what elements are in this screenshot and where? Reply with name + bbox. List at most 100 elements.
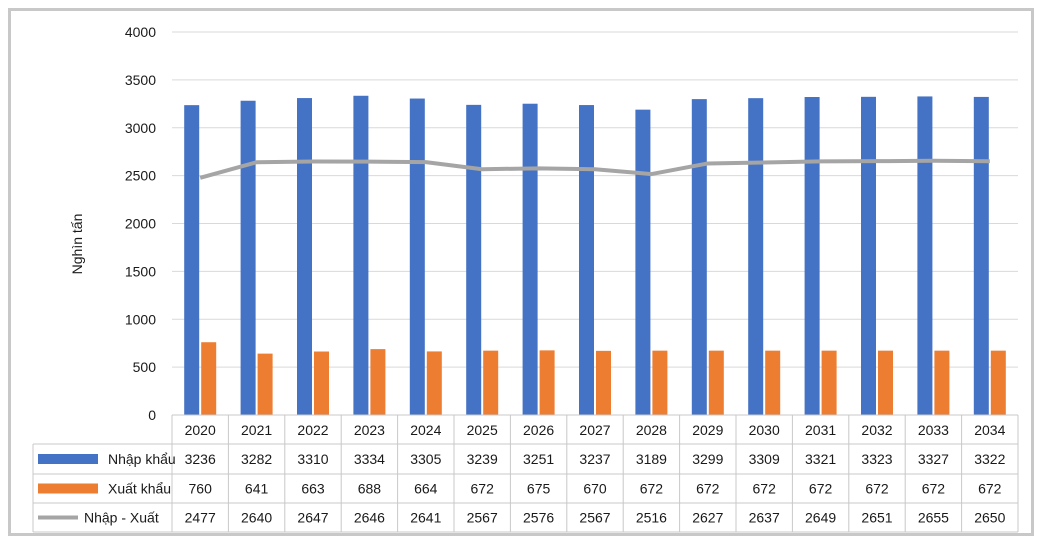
y-tick-label: 500 — [133, 359, 157, 375]
data-label: 672 — [922, 481, 946, 497]
bar-import — [973, 96, 989, 415]
data-label: 672 — [471, 481, 495, 497]
data-label: 2567 — [467, 510, 498, 526]
legend-entry: Nhập - Xuất — [84, 510, 159, 526]
line-series — [199, 158, 990, 180]
data-label: 672 — [696, 481, 720, 497]
data-label: 641 — [245, 481, 269, 497]
data-label: 2647 — [297, 510, 328, 526]
data-label: 2649 — [805, 510, 836, 526]
data-label: 3305 — [410, 451, 441, 467]
legend-key — [38, 454, 98, 464]
bar-import — [691, 99, 707, 415]
y-tick-label: 2000 — [125, 216, 156, 232]
bar-export — [878, 350, 893, 415]
x-tick-label: 2027 — [579, 422, 610, 438]
data-label: 664 — [414, 481, 438, 497]
bar-import — [522, 103, 538, 416]
x-tick-label: 2032 — [861, 422, 892, 438]
data-label: 3251 — [523, 451, 554, 467]
data-label: 2516 — [636, 510, 667, 526]
x-tick-label: 2020 — [185, 422, 216, 438]
bar-import — [466, 104, 482, 415]
legend-key — [38, 483, 98, 494]
bar-export — [652, 350, 668, 415]
x-tick-label: 2026 — [523, 422, 554, 438]
bar-export — [539, 350, 555, 415]
legend-entry: Nhập khẩu — [108, 451, 176, 467]
x-tick-label: 2031 — [805, 422, 836, 438]
data-label: 670 — [583, 481, 607, 497]
data-table: 2020 2021 2022 2023 2024 2025 2026 2027 2028 2029… — [32, 414, 1019, 533]
y-axis-label: Nghìn tấn — [69, 214, 85, 275]
data-label: 3237 — [579, 451, 610, 467]
x-tick-label: 2022 — [297, 422, 328, 438]
gridlines — [172, 31, 1018, 368]
data-label: 3321 — [805, 451, 836, 467]
data-label: 2650 — [974, 510, 1005, 526]
y-tick-label: 3500 — [125, 72, 156, 88]
y-axis: 0 500 1000 1500 2000 2500 3000 3500 4000 — [125, 24, 156, 423]
data-label: 3282 — [241, 451, 272, 467]
data-label: 2646 — [354, 510, 385, 526]
y-tick-label: 3000 — [125, 120, 156, 136]
bar-import — [635, 109, 651, 415]
x-tick-label: 2021 — [241, 422, 272, 438]
data-label: 3309 — [749, 451, 780, 467]
data-label: 672 — [978, 481, 1002, 497]
x-tick-label: 2028 — [636, 422, 667, 438]
bar-import — [240, 100, 256, 415]
data-label: 3323 — [861, 451, 892, 467]
data-label: 2640 — [241, 510, 272, 526]
data-label: 2651 — [861, 510, 892, 526]
x-tick-label: 2023 — [354, 422, 385, 438]
data-label: 2477 — [185, 510, 216, 526]
bar-export — [370, 349, 386, 415]
data-label: 2627 — [692, 510, 723, 526]
bar-import — [297, 98, 312, 415]
bar-import — [184, 105, 200, 415]
bar-export — [483, 350, 499, 415]
data-label: 672 — [753, 481, 777, 497]
data-label: 688 — [358, 481, 382, 497]
data-label: 3236 — [185, 451, 216, 467]
data-label: 2641 — [410, 510, 441, 526]
bar-import — [579, 105, 594, 415]
data-label: 3239 — [467, 451, 498, 467]
bar-export — [990, 350, 1006, 415]
bar-export — [426, 351, 442, 415]
data-label: 2655 — [918, 510, 949, 526]
bar-import — [917, 96, 933, 415]
bar-export — [314, 351, 329, 415]
y-tick-label: 0 — [148, 407, 156, 423]
bar-export — [934, 350, 950, 415]
y-tick-label: 2500 — [125, 168, 156, 184]
data-label: 3327 — [918, 451, 949, 467]
data-label: 3334 — [354, 451, 385, 467]
data-label: 2567 — [579, 510, 610, 526]
bar-export — [708, 350, 724, 415]
data-label: 672 — [640, 481, 664, 497]
bar-export — [257, 353, 273, 415]
data-label: 672 — [865, 481, 889, 497]
data-label: 2637 — [749, 510, 780, 526]
data-label: 3189 — [636, 451, 667, 467]
data-label: 672 — [809, 481, 833, 497]
x-tick-label: 2033 — [918, 422, 949, 438]
data-label: 3299 — [692, 451, 723, 467]
y-tick-label: 4000 — [125, 24, 156, 40]
bars — [184, 95, 1006, 416]
data-label: 760 — [189, 481, 213, 497]
legend-entry: Xuất khẩu — [108, 481, 171, 497]
data-label: 2576 — [523, 510, 554, 526]
bar-import — [353, 95, 369, 415]
line-net-import — [199, 158, 990, 180]
data-label: 663 — [301, 481, 325, 497]
data-label: 675 — [527, 481, 551, 497]
bar-export — [201, 342, 217, 415]
data-label: 3310 — [297, 451, 328, 467]
x-tick-label: 2024 — [410, 422, 441, 438]
y-tick-label: 1000 — [125, 311, 156, 327]
y-tick-label: 1500 — [125, 263, 156, 279]
